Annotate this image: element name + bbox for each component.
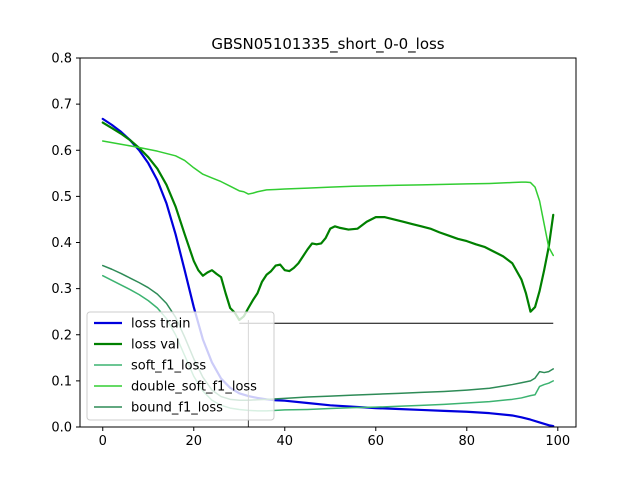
y-tick-label: 0.4: [51, 236, 72, 251]
y-tick-label: 0.0: [51, 421, 72, 436]
y-tick-label: 0.7: [51, 98, 72, 113]
legend-label: soft_f1_loss: [131, 359, 206, 374]
legend-label: double_soft_f1_loss: [131, 380, 257, 395]
y-tick-label: 0.1: [51, 374, 72, 389]
x-tick-label: 0: [99, 434, 107, 449]
x-tick-label: 100: [545, 434, 570, 449]
series-line-double-soft-f1-loss: [102, 140, 554, 257]
x-tick-label: 60: [368, 434, 385, 449]
y-tick-label: 0.8: [51, 52, 72, 67]
x-tick-label: 20: [185, 434, 202, 449]
y-tick-label: 0.6: [51, 144, 72, 159]
y-tick-label: 0.5: [51, 190, 72, 205]
legend-label: loss val: [131, 338, 180, 353]
y-tick-label: 0.2: [51, 328, 72, 343]
x-tick-label: 80: [459, 434, 476, 449]
series-line-loss-val: [101, 121, 555, 322]
x-tick-label: 40: [276, 434, 293, 449]
legend-label: loss train: [131, 317, 191, 332]
legend-box: [86, 311, 275, 421]
y-tick-label: 0.3: [51, 282, 72, 297]
legend: loss train loss val soft_f1_loss double_sof…: [86, 311, 275, 421]
legend-label: bound_f1_loss: [131, 401, 223, 416]
x-axis: 0 20 40 60 80 100: [99, 427, 570, 449]
y-axis: 0.0 0.1 0.2 0.3 0.4 0.5 0.6 0.7 0.8: [51, 52, 80, 436]
chart-title: GBSN05101335_short_0-0_loss: [211, 35, 444, 54]
